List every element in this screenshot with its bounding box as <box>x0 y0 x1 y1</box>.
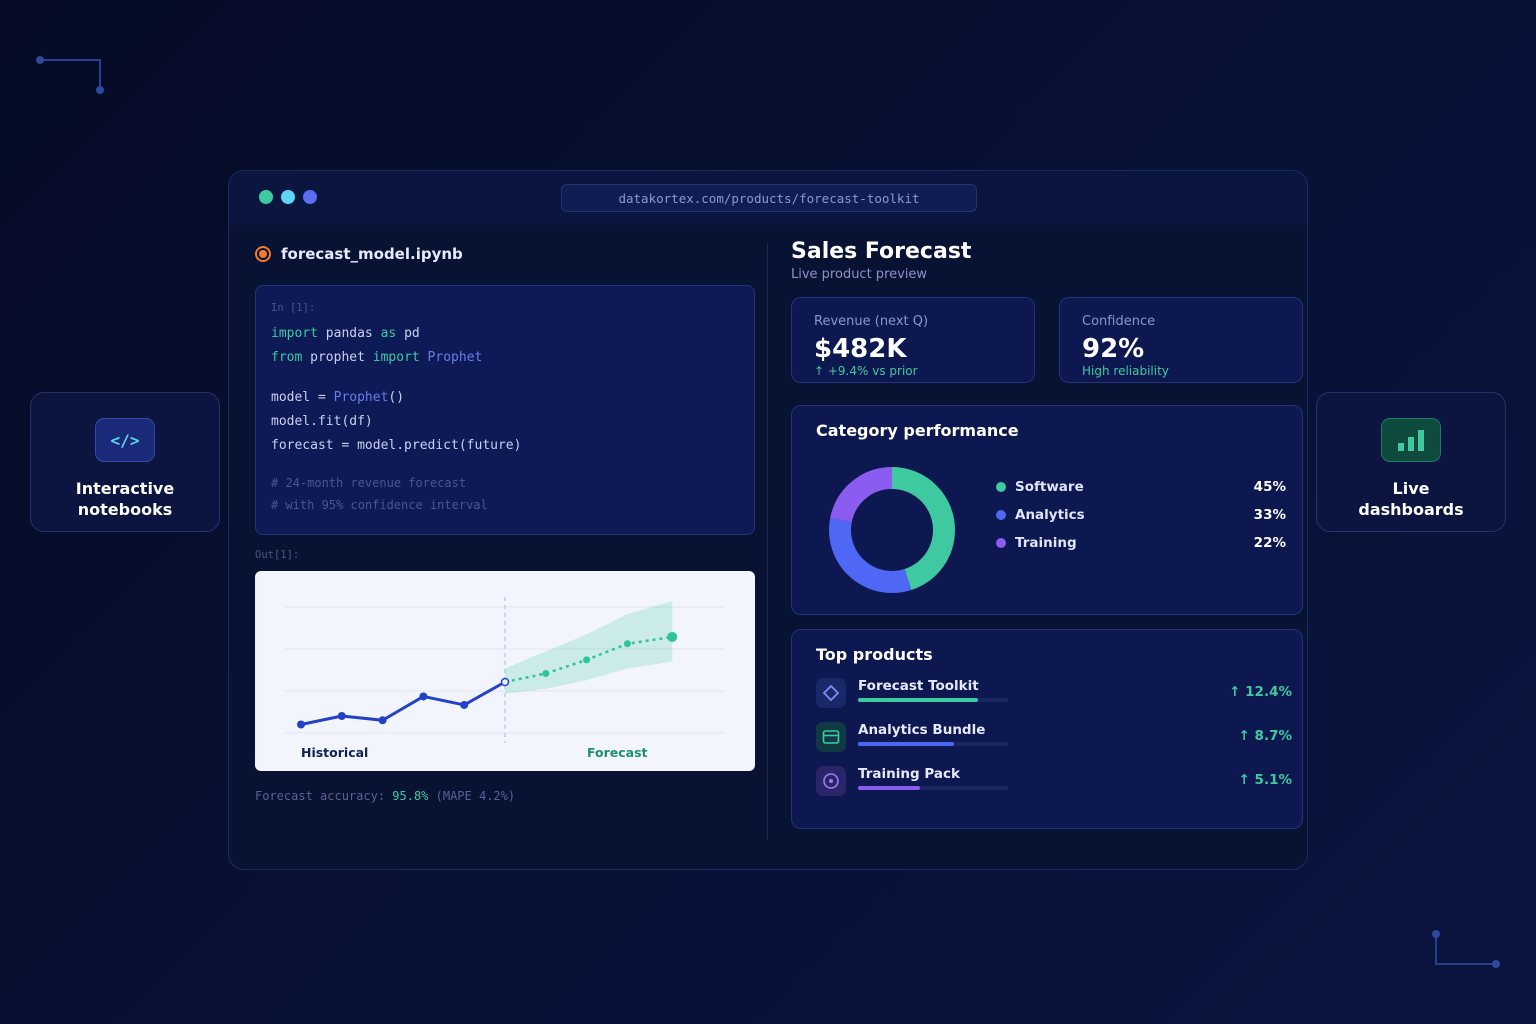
historical-point <box>378 716 387 725</box>
code-line: import pandas as pd <box>271 326 420 341</box>
legend-name: Software <box>1015 479 1084 495</box>
target-icon <box>816 766 846 796</box>
legend-dot <box>996 482 1006 492</box>
product-progress-fill <box>858 742 954 746</box>
product-row-analytics-bundle[interactable]: Analytics Bundle ↑ 8.7% <box>816 722 1292 754</box>
forecast-accuracy: Forecast accuracy: 95.8% (MAPE 4.2%) <box>255 789 516 803</box>
product-progress-track <box>858 742 1008 746</box>
panel-divider <box>767 243 768 839</box>
product-growth: ↑ 12.4% <box>1229 684 1292 700</box>
kpi-label: Confidence <box>1082 314 1156 329</box>
feature-label-dashboards: Live dashboards <box>1358 479 1464 519</box>
cell-prompt: In [1]: <box>271 302 316 314</box>
kpi-card-confidence: Confidence 92% High reliability <box>1059 297 1303 383</box>
browser-window: datakortex.com/products/forecast-toolkit… <box>228 170 1308 870</box>
historical-point <box>419 692 428 701</box>
forecast-point <box>583 656 591 664</box>
code-line: forecast = model.predict(future) <box>271 438 522 453</box>
forecast-plot: Historical Forecast <box>255 571 755 771</box>
code-comment: # with 95% confidence interval <box>271 498 488 512</box>
historical-series-line <box>300 680 506 726</box>
output-prompt: Out[1]: <box>255 549 300 561</box>
historical-point <box>297 720 305 729</box>
product-progress-fill <box>858 698 978 702</box>
legend-item-analytics: Analytics 33% <box>996 506 1286 524</box>
kpi-card-revenue: Revenue (next Q) $482K ↑ +9.4% vs prior <box>791 297 1035 383</box>
window-close-dot[interactable] <box>259 190 273 204</box>
feature-card-dashboards: Live dashboards <box>1316 392 1506 532</box>
product-name: Analytics Bundle <box>858 722 986 738</box>
historical-label: Historical <box>301 745 368 760</box>
window-minimize-dot[interactable] <box>281 190 295 204</box>
product-row-forecast-toolkit[interactable]: Forecast Toolkit ↑ 12.4% <box>816 678 1292 710</box>
category-performance-card: Category performance Software 45% Analyt… <box>791 405 1303 615</box>
legend-item-software: Software 45% <box>996 478 1286 496</box>
feature-card-notebooks: </> Interactive notebooks <box>30 392 220 532</box>
products-card-title: Top products <box>816 645 933 664</box>
confidence-band <box>505 601 673 694</box>
product-progress-track <box>858 786 1008 790</box>
dashboard-subtitle: Live product preview <box>791 267 928 282</box>
kpi-delta: ↑ +9.4% vs prior <box>814 364 918 378</box>
legend-item-training: Training 22% <box>996 534 1286 552</box>
kpi-note: High reliability <box>1082 364 1169 378</box>
legend-value: 45% <box>1253 479 1286 495</box>
product-growth: ↑ 8.7% <box>1238 728 1292 744</box>
code-comment: # 24-month revenue forecast <box>271 476 467 490</box>
legend-dot <box>996 538 1006 548</box>
address-bar[interactable]: datakortex.com/products/forecast-toolkit <box>561 184 977 212</box>
product-row-training-pack[interactable]: Training Pack ↑ 5.1% <box>816 766 1292 798</box>
diamond-icon <box>816 678 846 708</box>
kpi-value: 92% <box>1082 334 1145 364</box>
historical-point <box>500 677 510 687</box>
product-name: Forecast Toolkit <box>858 678 979 694</box>
legend-name: Analytics <box>1015 507 1085 523</box>
corner-connector-top-left <box>36 56 104 94</box>
notebook-title[interactable]: forecast_model.ipynb <box>255 245 463 263</box>
corner-connector-bottom-right <box>1432 930 1500 968</box>
product-progress-track <box>858 698 1008 702</box>
forecast-point <box>623 640 631 648</box>
card-icon <box>816 722 846 752</box>
product-progress-fill <box>858 786 920 790</box>
code-icon: </> <box>95 418 155 462</box>
legend-name: Training <box>1015 535 1077 551</box>
code-line: model.fit(df) <box>271 414 373 429</box>
product-name: Training Pack <box>858 766 960 782</box>
forecast-chart-svg: Historical Forecast <box>285 597 725 760</box>
forecast-label: Forecast <box>587 745 648 760</box>
donut-slice-analytics <box>829 467 955 593</box>
top-products-card: Top products Forecast Toolkit ↑ 12.4% An… <box>791 629 1303 829</box>
category-card-title: Category performance <box>816 421 1019 440</box>
bar-chart-icon <box>1381 418 1441 462</box>
historical-point <box>337 712 346 720</box>
window-titlebar: datakortex.com/products/forecast-toolkit <box>229 171 1307 225</box>
donut-slice-training <box>829 467 955 593</box>
historical-point <box>460 700 469 709</box>
category-donut-chart <box>829 467 955 593</box>
code-cell[interactable]: In [1]: import pandas as pd from prophet… <box>255 285 755 535</box>
forecast-point <box>542 670 550 677</box>
feature-label-notebooks: Interactive notebooks <box>75 479 175 519</box>
product-growth: ↑ 5.1% <box>1238 772 1292 788</box>
kpi-label: Revenue (next Q) <box>814 314 929 329</box>
legend-value: 22% <box>1253 535 1286 551</box>
code-line: model = Prophet() <box>271 390 405 405</box>
code-line: from prophet import Prophet <box>271 350 483 365</box>
legend-value: 33% <box>1253 507 1286 523</box>
forecast-point <box>667 631 678 642</box>
dashboard-title: Sales Forecast <box>791 239 972 264</box>
accuracy-value: 95.8% <box>392 789 429 803</box>
notebook-filename: forecast_model.ipynb <box>281 245 463 263</box>
notebook-status-icon <box>255 246 271 262</box>
window-maximize-dot[interactable] <box>303 190 317 204</box>
legend-dot <box>996 510 1006 520</box>
kpi-value: $482K <box>814 334 907 364</box>
